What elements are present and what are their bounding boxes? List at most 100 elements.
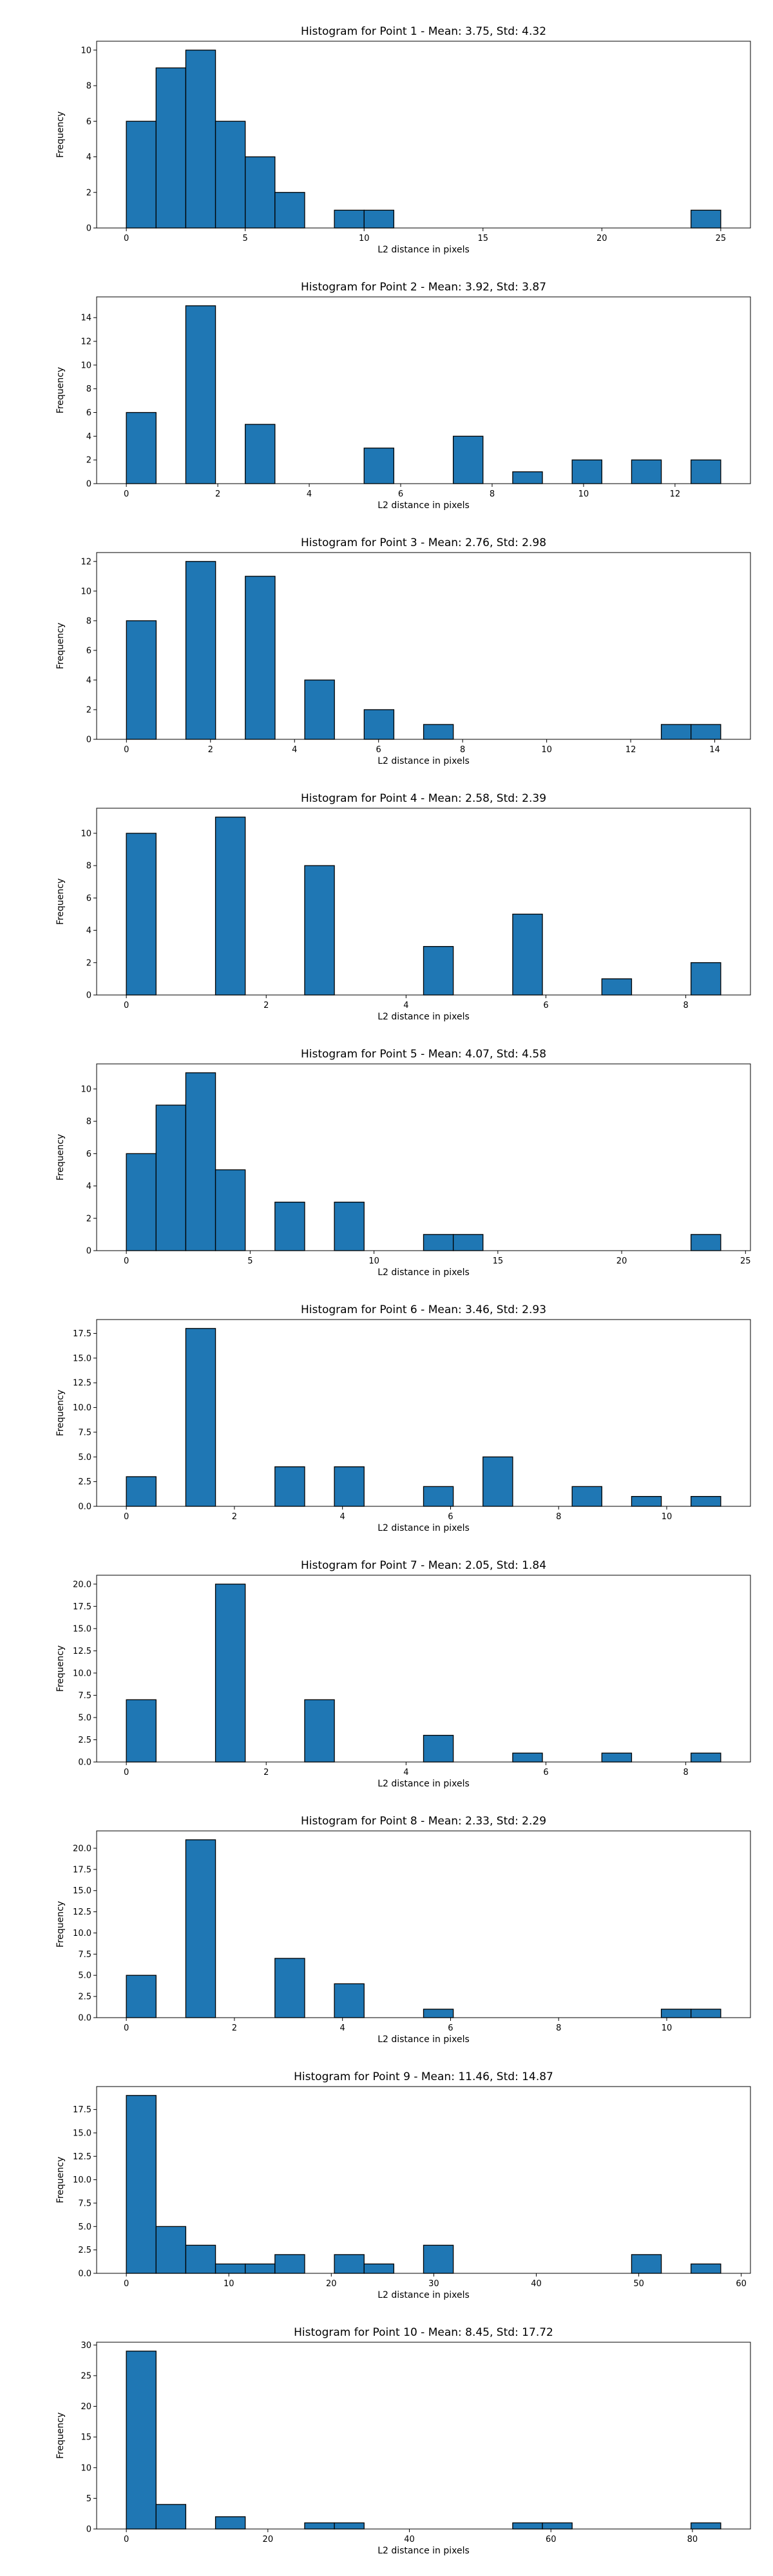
y-axis-ticks: 0 2 4 6 8 10 bbox=[81, 829, 97, 1001]
y-tick-label: 17.5 bbox=[73, 1329, 91, 1339]
histogram-bar bbox=[126, 1153, 157, 1251]
chart-title: Histogram for Point 8 - Mean: 2.33, Std:… bbox=[301, 1815, 546, 1828]
y-tick-label: 10 bbox=[81, 361, 91, 370]
y-tick-label: 2.5 bbox=[78, 1993, 91, 2002]
x-axis-ticks: 0 2 4 6 8 10 bbox=[124, 2018, 672, 2033]
y-tick-label: 12.5 bbox=[73, 1379, 91, 1388]
x-tick-label: 60 bbox=[546, 2535, 557, 2544]
histogram-bar bbox=[126, 412, 157, 484]
chart-title: Histogram for Point 5 - Mean: 4.07, Std:… bbox=[301, 1048, 546, 1061]
x-tick-label: 20 bbox=[263, 2535, 274, 2544]
x-tick-label: 0 bbox=[124, 2279, 129, 2289]
y-tick-label: 0.0 bbox=[78, 2014, 91, 2023]
histogram-bar bbox=[423, 724, 454, 740]
x-tick-label: 5 bbox=[243, 234, 248, 243]
x-tick-label: 2 bbox=[263, 1768, 269, 1777]
chart-title: Histogram for Point 9 - Mean: 11.46, Std… bbox=[294, 2070, 553, 2083]
histogram-bar bbox=[363, 2263, 395, 2274]
x-tick-label: 10 bbox=[662, 1512, 673, 1522]
x-tick-label: 0 bbox=[124, 2023, 129, 2033]
x-tick-label: 0 bbox=[124, 1512, 129, 1522]
y-axis-label: Frequency bbox=[55, 1390, 66, 1436]
histogram-bar bbox=[245, 424, 276, 484]
x-tick-label: 10 bbox=[368, 1256, 379, 1266]
y-tick-label: 5.0 bbox=[78, 1971, 91, 1981]
bars bbox=[126, 817, 721, 996]
histogram-bar bbox=[601, 978, 633, 996]
histogram-bar bbox=[155, 2226, 187, 2274]
x-tick-label: 40 bbox=[404, 2535, 415, 2544]
y-tick-label: 17.5 bbox=[73, 1865, 91, 1875]
bars bbox=[126, 2095, 721, 2274]
histogram-bar bbox=[512, 1752, 543, 1763]
x-axis-label: L2 distance in pixels bbox=[377, 2546, 470, 2556]
histogram-bar bbox=[631, 2254, 662, 2274]
x-tick-label: 2 bbox=[232, 2023, 237, 2033]
y-tick-label: 2 bbox=[86, 456, 91, 466]
y-tick-label: 12.5 bbox=[73, 1647, 91, 1656]
chart-title: Histogram for Point 1 - Mean: 3.75, Std:… bbox=[301, 25, 546, 38]
x-axis-ticks: 0 2 4 6 8 10 12 14 bbox=[124, 739, 720, 755]
histogram-bar bbox=[363, 448, 395, 484]
y-tick-label: 6 bbox=[86, 117, 91, 127]
y-tick-label: 2.5 bbox=[78, 2246, 91, 2255]
plot-frame bbox=[96, 2342, 751, 2530]
x-tick-label: 2 bbox=[263, 1001, 269, 1010]
histogram-bar bbox=[423, 2009, 454, 2018]
x-tick-label: 8 bbox=[556, 2023, 561, 2033]
histogram-bar bbox=[631, 459, 662, 484]
y-tick-label: 8 bbox=[86, 1117, 91, 1127]
chart-title: Histogram for Point 10 - Mean: 8.45, Std… bbox=[294, 2326, 553, 2339]
x-tick-label: 10 bbox=[541, 745, 552, 755]
x-tick-label: 10 bbox=[578, 489, 589, 499]
y-tick-label: 30 bbox=[81, 2341, 91, 2351]
histogram-bar bbox=[155, 67, 187, 229]
y-tick-label: 5.0 bbox=[78, 1713, 91, 1723]
histogram-bar bbox=[512, 2522, 543, 2530]
y-axis-label: Frequency bbox=[55, 2412, 66, 2459]
y-axis-ticks: 0 2 4 6 8 10 bbox=[81, 46, 97, 234]
chart-title: Histogram for Point 3 - Mean: 2.76, Std:… bbox=[301, 536, 546, 549]
histogram-bar bbox=[423, 946, 454, 996]
y-tick-label: 6 bbox=[86, 1150, 91, 1159]
x-tick-label: 60 bbox=[736, 2279, 747, 2289]
y-tick-label: 10 bbox=[81, 46, 91, 55]
x-tick-label: 0 bbox=[124, 1256, 129, 1266]
x-axis-label: L2 distance in pixels bbox=[377, 1523, 470, 1533]
chart-title: Histogram for Point 7 - Mean: 2.05, Std:… bbox=[301, 1559, 546, 1572]
y-axis-label: Frequency bbox=[55, 623, 66, 669]
x-tick-label: 2 bbox=[208, 745, 213, 755]
histogram-bar bbox=[542, 2522, 573, 2530]
x-tick-label: 10 bbox=[224, 2279, 234, 2289]
plot-frame bbox=[96, 808, 751, 996]
histogram-bar bbox=[126, 120, 157, 229]
y-tick-label: 4 bbox=[86, 432, 91, 442]
histogram-bar bbox=[334, 1466, 365, 1507]
histogram-bar bbox=[691, 1752, 721, 1763]
histogram-bar bbox=[126, 1699, 157, 1763]
x-tick-label: 6 bbox=[543, 1768, 548, 1777]
x-tick-label: 6 bbox=[543, 1001, 548, 1010]
y-tick-label: 8 bbox=[86, 862, 91, 871]
y-tick-label: 10.0 bbox=[73, 1403, 91, 1413]
x-tick-label: 4 bbox=[403, 1768, 408, 1777]
y-axis-label: Frequency bbox=[55, 1134, 66, 1180]
histogram-bar bbox=[423, 2244, 454, 2274]
y-tick-label: 0 bbox=[86, 480, 91, 489]
y-tick-label: 25 bbox=[81, 2371, 91, 2381]
y-tick-label: 10.0 bbox=[73, 1929, 91, 1938]
x-axis-ticks: 0 5 10 15 20 25 bbox=[124, 1251, 751, 1266]
x-tick-label: 4 bbox=[340, 2023, 345, 2033]
histogram-bar bbox=[660, 2009, 692, 2018]
x-tick-label: 0 bbox=[124, 2535, 129, 2544]
y-axis-ticks: 0.0 2.5 5.0 7.5 10.0 12.5 15.0 17.5 20.0 bbox=[73, 1580, 97, 1768]
histogram-bar bbox=[126, 2351, 157, 2530]
histogram-bar bbox=[423, 1486, 454, 1507]
histogram-bar bbox=[334, 2522, 365, 2530]
x-tick-label: 50 bbox=[633, 2279, 644, 2289]
histogram-bar bbox=[334, 1983, 365, 2018]
x-tick-label: 6 bbox=[448, 2023, 453, 2033]
bars bbox=[126, 1584, 721, 1763]
y-axis-label: Frequency bbox=[55, 1901, 66, 1947]
bars bbox=[126, 1072, 721, 1251]
